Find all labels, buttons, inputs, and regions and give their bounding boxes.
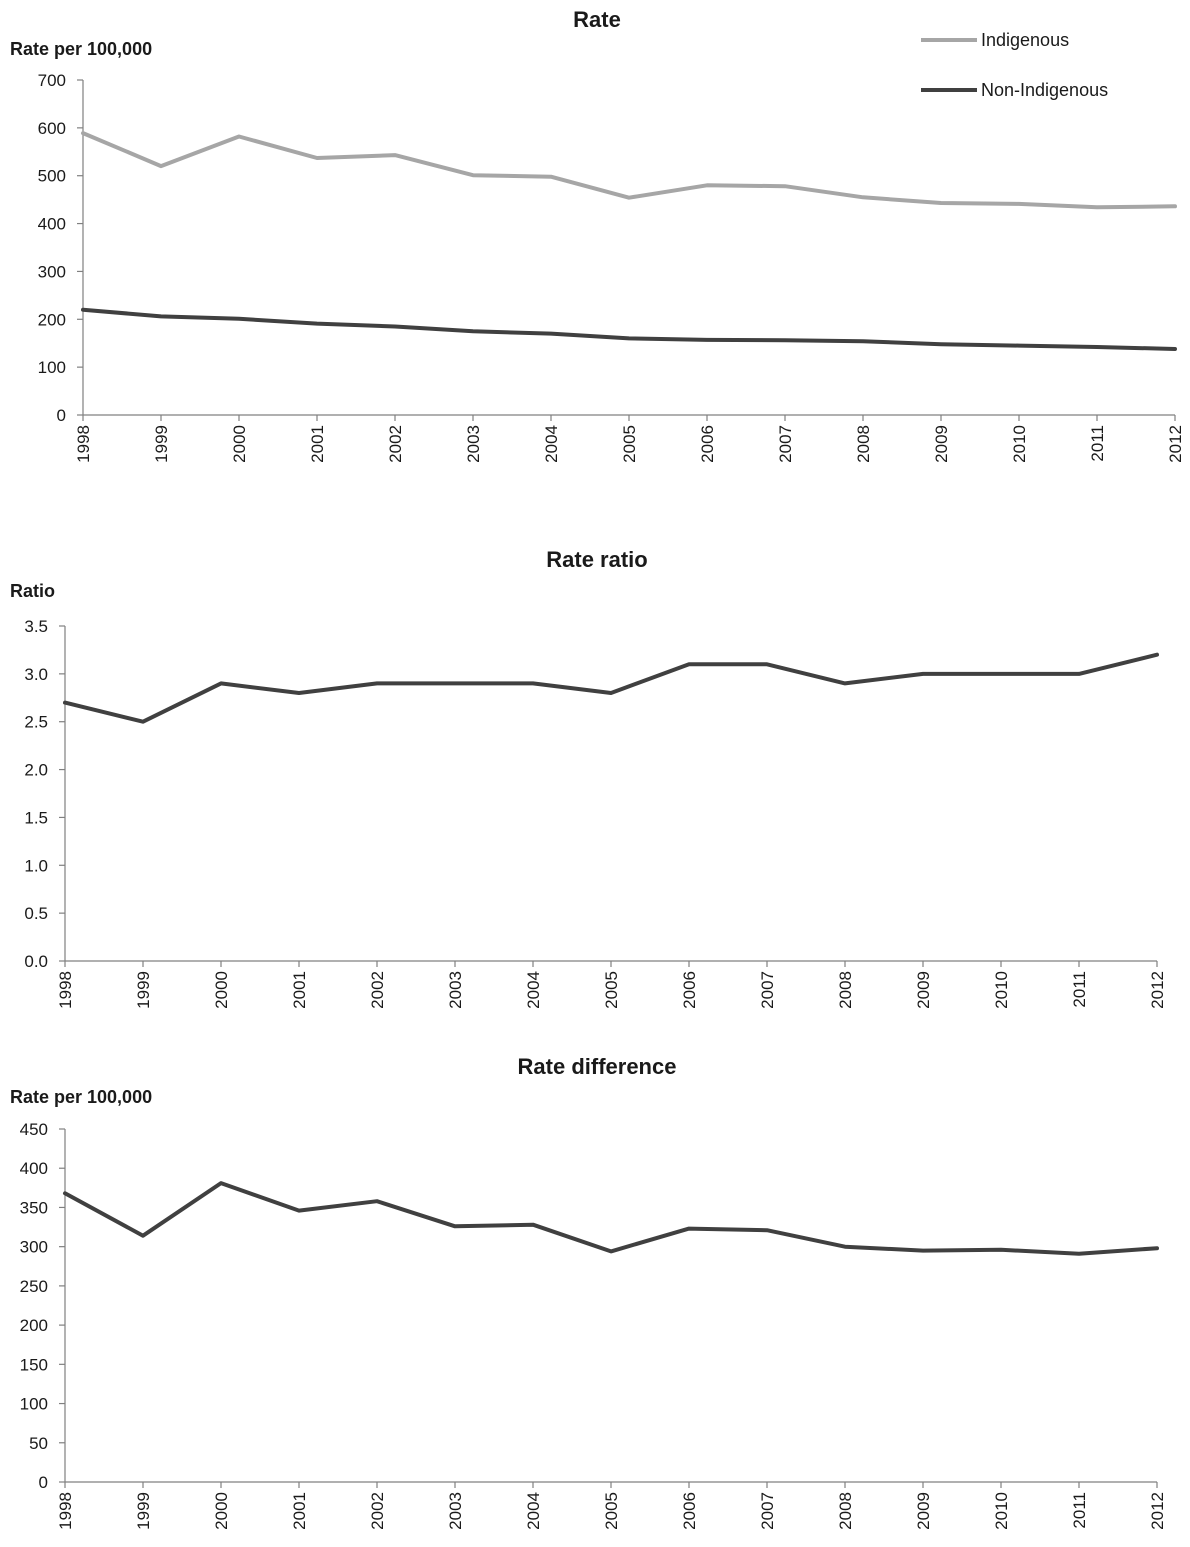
y-tick-label: 450 [20,1120,48,1139]
x-tick-label: 1999 [134,1492,153,1530]
x-tick-label: 2012 [1166,425,1185,463]
y-axis-label: Rate per 100,000 [10,1087,152,1107]
y-tick-label: 250 [20,1277,48,1296]
series-line-indigenous [83,133,1175,207]
x-tick-label: 2009 [914,1492,933,1530]
y-tick-label: 600 [38,119,66,138]
x-tick-label: 2000 [212,1492,231,1530]
x-tick-label: 2011 [1088,425,1107,462]
x-tick-label: 2003 [464,425,483,463]
y-tick-label: 400 [20,1159,48,1178]
x-tick-label: 2003 [446,971,465,1009]
legend-entry-label: Non-Indigenous [981,80,1108,100]
y-tick-label: 300 [20,1238,48,1257]
x-tick-label: 1998 [74,425,93,463]
x-tick-label: 2005 [602,971,621,1009]
x-tick-label: 2008 [836,1492,855,1530]
x-tick-label: 2002 [368,971,387,1009]
x-tick-label: 2006 [680,971,699,1009]
y-tick-label: 0 [39,1473,48,1492]
series-line-series-0 [65,1183,1157,1254]
x-tick-label: 2002 [386,425,405,463]
x-tick-label: 2012 [1148,971,1167,1009]
y-tick-label: 0.0 [24,952,48,971]
x-tick-label: 2006 [680,1492,699,1530]
x-tick-label: 2002 [368,1492,387,1530]
chart-title: Rate ratio [546,547,647,572]
y-tick-label: 1.0 [24,856,48,875]
y-axis-label: Ratio [10,581,55,601]
x-tick-label: 2009 [932,425,951,463]
x-tick-label: 2004 [542,425,561,463]
y-tick-label: 3.0 [24,665,48,684]
legend-entry-label: Indigenous [981,30,1069,50]
chart-title: Rate difference [518,1054,677,1079]
x-tick-label: 2000 [212,971,231,1009]
x-tick-label: 2010 [992,971,1011,1009]
y-tick-label: 0.5 [24,904,48,923]
y-tick-label: 1.5 [24,808,48,827]
x-tick-label: 2005 [620,425,639,463]
x-tick-label: 2010 [992,1492,1011,1530]
y-tick-label: 2.0 [24,761,48,780]
series-line-non-indigenous [83,310,1175,349]
y-tick-label: 700 [38,71,66,90]
y-tick-label: 200 [38,310,66,329]
x-tick-label: 2001 [290,971,309,1009]
x-tick-label: 1998 [56,971,75,1009]
x-tick-label: 2007 [758,971,777,1009]
x-tick-label: 1999 [134,971,153,1009]
x-tick-label: 2001 [308,425,327,463]
x-tick-label: 2008 [854,425,873,463]
y-tick-label: 0 [57,406,66,425]
series-line-series-0 [65,655,1157,722]
y-tick-label: 200 [20,1316,48,1335]
x-tick-label: 2005 [602,1492,621,1530]
x-tick-label: 2004 [524,971,543,1009]
y-tick-label: 3.5 [24,617,48,636]
x-tick-label: 1998 [56,1492,75,1530]
x-tick-label: 2004 [524,1492,543,1530]
x-tick-label: 2008 [836,971,855,1009]
x-tick-label: 2007 [776,425,795,463]
x-tick-label: 2000 [230,425,249,463]
y-tick-label: 300 [38,262,66,281]
x-tick-label: 2006 [698,425,717,463]
x-tick-label: 1999 [152,425,171,463]
x-tick-label: 2011 [1070,1492,1089,1529]
y-tick-label: 50 [29,1434,48,1453]
x-tick-label: 2009 [914,971,933,1009]
x-tick-label: 2003 [446,1492,465,1530]
x-tick-label: 2010 [1010,425,1029,463]
y-tick-label: 150 [20,1355,48,1374]
chart-title: Rate [573,7,621,32]
y-tick-label: 400 [38,215,66,234]
x-tick-label: 2011 [1070,971,1089,1008]
y-axis-label: Rate per 100,000 [10,39,152,59]
y-tick-label: 100 [38,358,66,377]
y-tick-label: 100 [20,1395,48,1414]
y-tick-label: 500 [38,167,66,186]
x-tick-label: 2012 [1148,1492,1167,1530]
x-tick-label: 2007 [758,1492,777,1530]
y-tick-label: 2.5 [24,713,48,732]
y-tick-label: 350 [20,1198,48,1217]
x-tick-label: 2001 [290,1492,309,1530]
